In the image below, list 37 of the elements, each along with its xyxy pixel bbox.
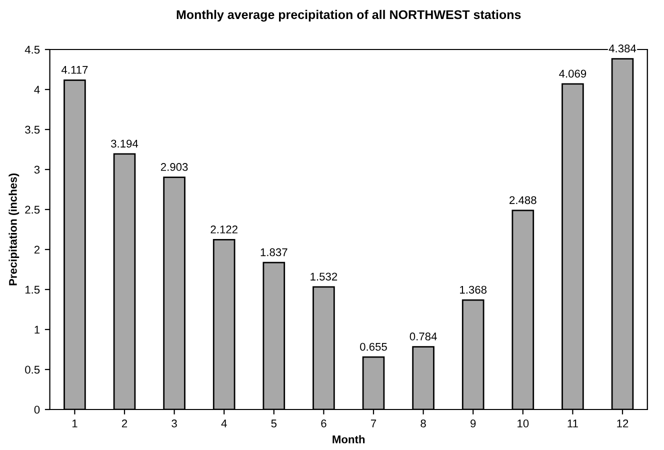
y-tick-label: 1 bbox=[34, 326, 40, 334]
data-label: 2.488 bbox=[510, 196, 536, 204]
data-label: 1.532 bbox=[310, 272, 338, 281]
x-tick-label: 12 bbox=[617, 420, 628, 428]
y-tick-label: 1.5 bbox=[25, 286, 40, 294]
x-tick-label: 2 bbox=[122, 420, 128, 428]
y-tick-label: 0 bbox=[34, 406, 40, 414]
data-label: 4.069 bbox=[559, 70, 586, 78]
x-tick-label: 3 bbox=[172, 420, 177, 428]
x-tick-label: 10 bbox=[518, 420, 529, 428]
y-tick-label: 4.5 bbox=[24, 46, 40, 54]
data-label: 2.903 bbox=[160, 163, 188, 171]
y-tick-label: 4 bbox=[34, 86, 40, 94]
data-label: 1.837 bbox=[260, 248, 288, 256]
data-label: 0.655 bbox=[360, 342, 387, 351]
y-tick-label: 2.5 bbox=[25, 206, 40, 214]
x-tick-label: 6 bbox=[321, 420, 326, 428]
chart-title: Monthly average precipitation of all NORTHWEST stations bbox=[176, 10, 521, 22]
x-axis-title: Month bbox=[332, 435, 365, 444]
y-tick-label: 0.5 bbox=[25, 366, 40, 374]
data-label: 4.117 bbox=[61, 66, 88, 74]
y-tick-label: 2 bbox=[34, 246, 40, 254]
y-tick-label: 3.5 bbox=[25, 126, 40, 134]
x-tick-label: 7 bbox=[370, 420, 376, 428]
y-tick-label: 3 bbox=[34, 166, 40, 174]
x-tick-label: 8 bbox=[420, 420, 426, 428]
x-tick-label: 9 bbox=[470, 420, 476, 428]
data-label: 1.368 bbox=[460, 286, 487, 294]
y-axis-title: Precipitation (inches) bbox=[8, 174, 20, 286]
x-tick-label: 1 bbox=[72, 420, 78, 428]
x-tick-label: 4 bbox=[221, 420, 227, 428]
data-label: 4.384 bbox=[608, 44, 636, 52]
data-label: 3.194 bbox=[111, 140, 138, 148]
x-tick-label: 5 bbox=[271, 420, 277, 428]
data-label: 0.784 bbox=[410, 332, 437, 340]
data-label: 2.122 bbox=[210, 226, 238, 234]
x-tick-label: 11 bbox=[568, 420, 578, 428]
